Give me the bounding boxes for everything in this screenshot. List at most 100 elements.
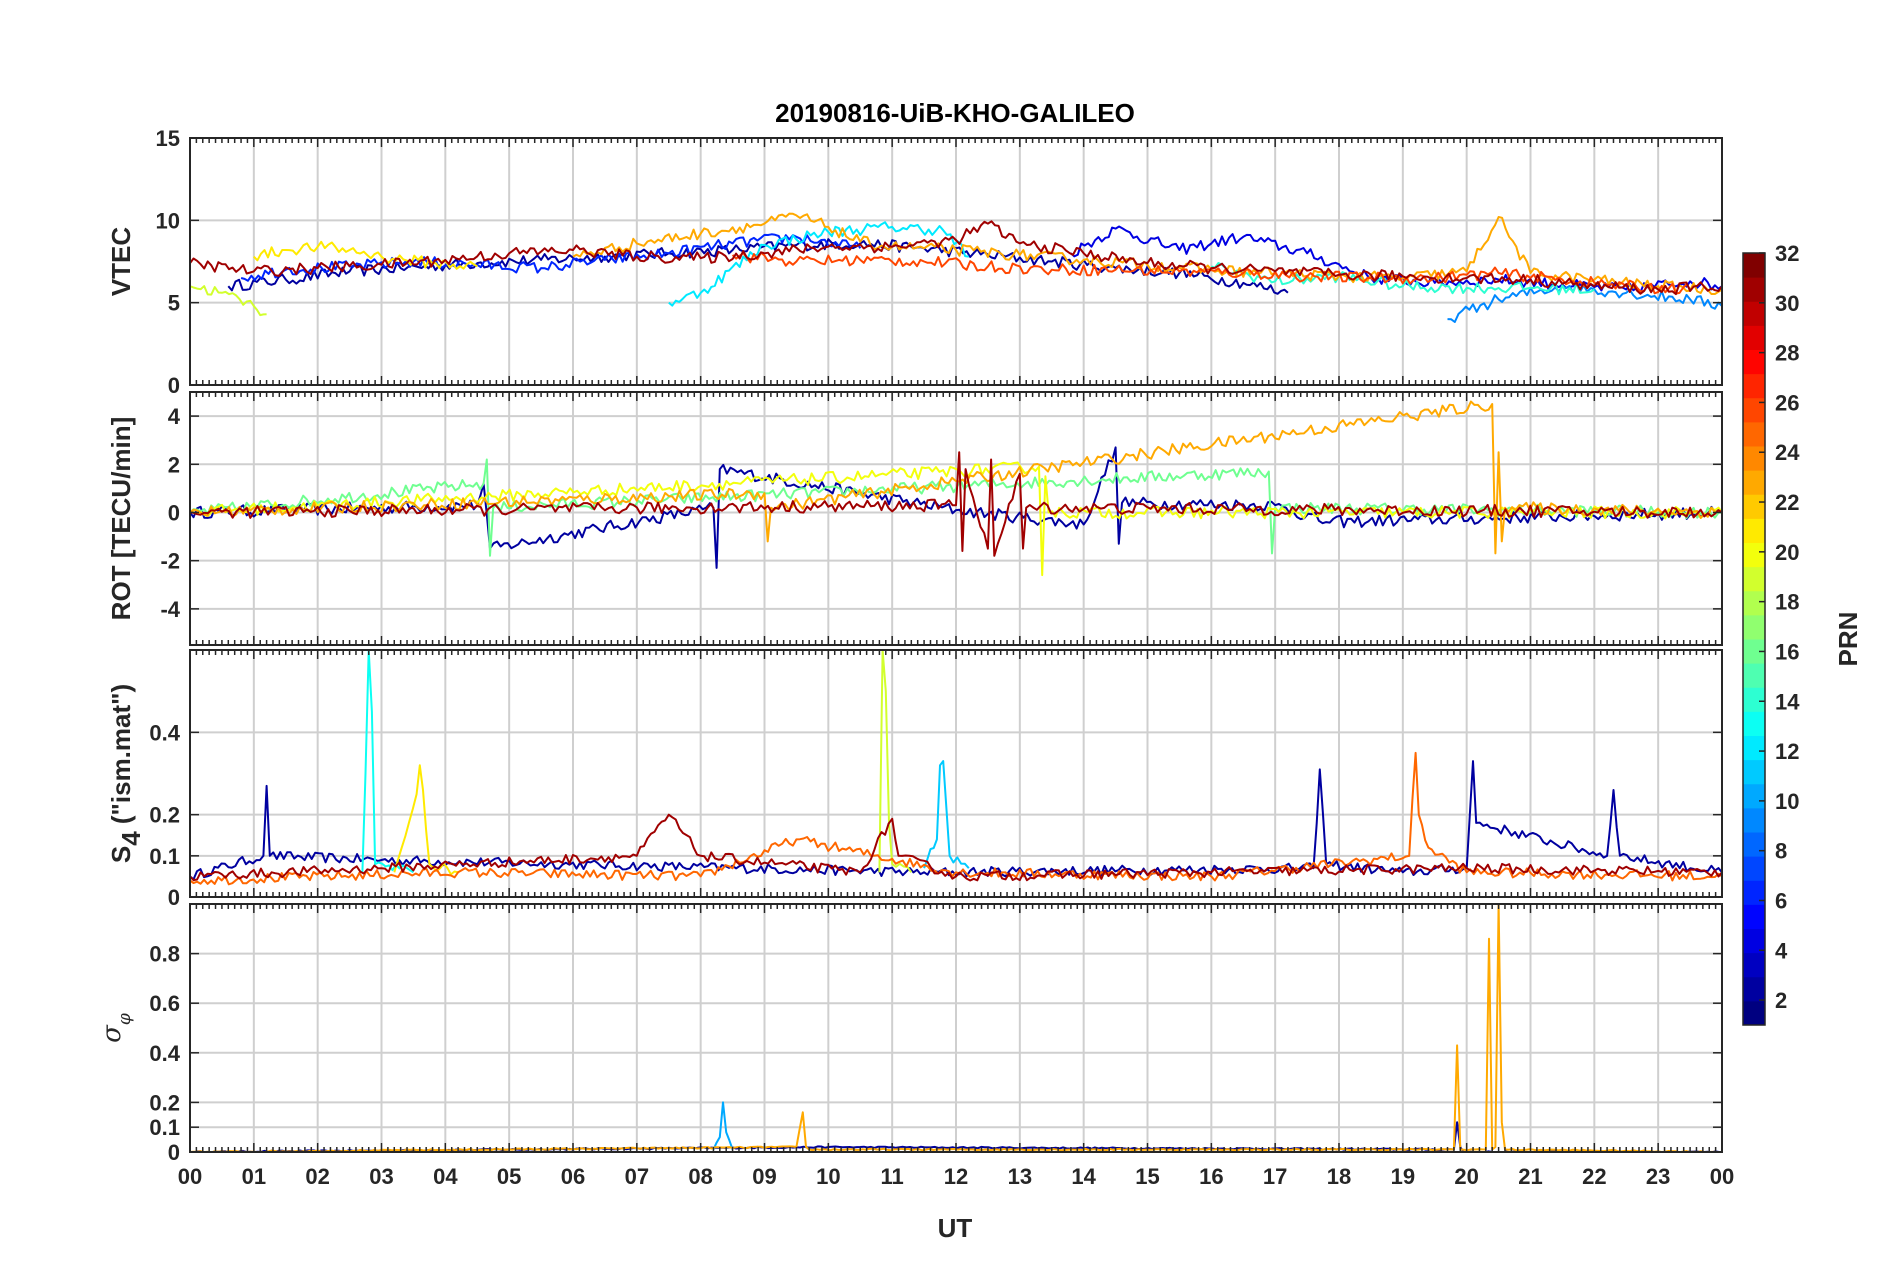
colorbar-segment (1743, 783, 1765, 809)
x-tick-label: 10 (816, 1164, 840, 1189)
series-group (190, 400, 1722, 577)
colorbar-segment (1743, 590, 1765, 616)
colorbar-segment (1743, 832, 1765, 857)
colorbar-segment (1743, 446, 1765, 471)
colorbar-tick-label: 10 (1775, 789, 1799, 814)
axis-ticks (189, 904, 1723, 1153)
series-line-prn-10 (712, 1101, 734, 1150)
y-tick-label: 0.6 (149, 991, 180, 1016)
y-tick-label: 0.1 (149, 1115, 180, 1140)
colorbar-segment (1743, 976, 1765, 1002)
colorbar-tick-label: 20 (1775, 540, 1799, 565)
series-group (190, 650, 1722, 886)
y-tick-label: 15 (156, 126, 180, 151)
y-tick-label: 0 (168, 373, 180, 398)
series-line-prn-11 (923, 760, 970, 869)
colorbar-segment (1743, 542, 1765, 568)
y-tick-label: -2 (160, 549, 180, 574)
colorbar-segment (1743, 735, 1765, 761)
chart-title: 20190816-UiB-KHO-GALILEO (775, 98, 1135, 128)
grid (190, 904, 1722, 1153)
y-tick-label: 0.1 (149, 844, 180, 869)
colorbar-segment (1743, 518, 1765, 543)
series-line-prn-25 (190, 751, 1722, 886)
axis-ticks (189, 137, 1723, 386)
x-tick-label: 09 (752, 1164, 776, 1189)
x-tick-label: 07 (625, 1164, 649, 1189)
colorbar-tick-label: 14 (1775, 689, 1800, 714)
series-line-prn-31 (190, 813, 1722, 882)
colorbar-tick-label: 18 (1775, 590, 1799, 615)
series-line-prn-19 (190, 285, 267, 317)
x-tick-label: 08 (688, 1164, 712, 1189)
colorbar-segment (1743, 880, 1765, 905)
colorbar-tick-label: 6 (1775, 888, 1787, 913)
x-tick-label: 12 (944, 1164, 968, 1189)
colorbar-segment (1743, 639, 1765, 664)
colorbar-tick-label: 26 (1775, 390, 1799, 415)
colorbar-segment (1743, 759, 1765, 785)
colorbar-segment (1743, 904, 1765, 929)
series-line-prn-31 (190, 451, 1722, 557)
y-tick-label: 10 (156, 208, 180, 233)
series-line-prn-6 (240, 233, 862, 282)
series-line-prn-4 (1070, 225, 1722, 294)
colorbar-segment (1743, 952, 1765, 978)
colorbar-tick-label: 4 (1775, 938, 1788, 963)
x-tick-label: 05 (497, 1164, 521, 1189)
x-tick-label: 00 (1710, 1164, 1734, 1189)
series-line-prn-13 (361, 650, 414, 874)
colorbar-segment (1743, 566, 1765, 592)
y-tick-label: 0 (168, 1140, 180, 1165)
colorbar-frame (1742, 252, 1766, 1026)
y-tick-label: 0.2 (149, 1090, 180, 1115)
colorbar-tick-label: 8 (1775, 839, 1787, 864)
colorbar-tick-label: 2 (1775, 988, 1787, 1013)
colorbar-tick-label: 28 (1775, 341, 1799, 366)
panel-4: 00.10.2 0.4 0.6 0.8 σφ (97, 903, 1723, 1165)
panel-1: 0 5 10 15 VTEC (106, 126, 1723, 398)
colorbar-segment (1743, 494, 1765, 519)
y-tick-label: 0 (168, 500, 180, 525)
x-tick-label: 17 (1263, 1164, 1287, 1189)
colorbar-segment (1743, 373, 1765, 399)
series-line-prn-23 (190, 400, 1722, 555)
y-tick-label: 0.4 (149, 1041, 180, 1066)
colorbar-tick-label: 30 (1775, 291, 1799, 316)
series-line-prn-16 (190, 458, 1722, 557)
y-axis-label: VTEC (106, 227, 136, 297)
y-axis-label: ROT [TECU/min] (106, 417, 136, 621)
colorbar-segment (1743, 807, 1765, 833)
colorbar-tick-label: 16 (1775, 639, 1799, 664)
series-line-prn-9 (1447, 282, 1722, 323)
colorbar-segment (1743, 1000, 1765, 1026)
x-tick-label: 21 (1518, 1164, 1542, 1189)
y-tick-label: 4 (168, 404, 181, 429)
y-tick-label: 2 (168, 452, 180, 477)
colorbar-segment (1743, 614, 1765, 640)
x-tick-label: 16 (1199, 1164, 1223, 1189)
panel-3: 0 0.1 0.2 0.4S4 ("ism.mat") (106, 649, 1723, 910)
series-group (190, 212, 1722, 323)
x-tick-label: 03 (369, 1164, 393, 1189)
colorbar-segment (1743, 928, 1765, 954)
series-line-prn-21 (393, 764, 459, 876)
y-tick-label: -4 (160, 597, 180, 622)
y-tick-label: 0 (168, 885, 180, 910)
series-line-prn-26 (731, 251, 1691, 295)
x-tick-label: 00 (178, 1164, 202, 1189)
x-tick-label: 23 (1646, 1164, 1670, 1189)
series-line-prn-12 (668, 221, 969, 307)
y-axis-label: S4 ("ism.mat") (106, 684, 146, 863)
colorbar-segment (1743, 253, 1765, 278)
colorbar-segment (1743, 663, 1765, 688)
x-tick-label: 14 (1071, 1164, 1096, 1189)
x-tick-label: 22 (1582, 1164, 1606, 1189)
y-tick-label: 5 (168, 291, 180, 316)
x-tick-label: 20 (1454, 1164, 1478, 1189)
x-axis-label: UT (938, 1213, 973, 1243)
y-axis-label: σφ (97, 1013, 135, 1043)
colorbar-tick-label: 32 (1775, 241, 1799, 266)
